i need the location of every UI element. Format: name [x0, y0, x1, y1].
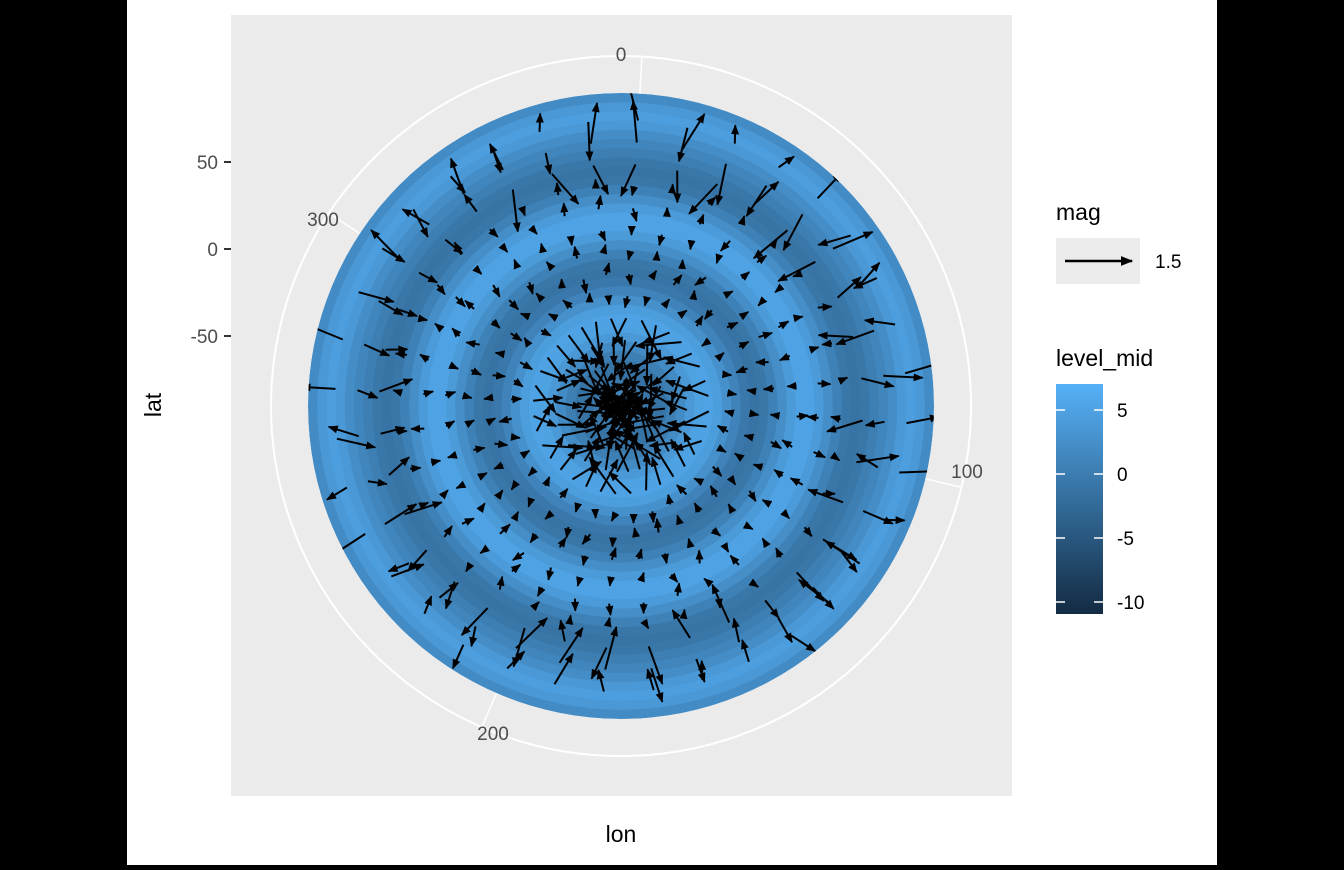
- vector-arrow: [764, 388, 774, 389]
- lon-tick-0: 0: [616, 45, 627, 66]
- vector-arrow: [684, 610, 685, 617]
- vector-arrow: [730, 393, 736, 394]
- x-axis-title: lon: [606, 821, 637, 847]
- vector-arrow: [694, 291, 695, 296]
- vector-arrow: [493, 375, 506, 376]
- vector-arrow: [540, 114, 541, 132]
- lat-tick-0: 0: [207, 240, 218, 261]
- vector-arrow: [797, 416, 808, 417]
- vector-arrow: [808, 417, 819, 418]
- vector-arrow: [745, 436, 750, 437]
- legend-level-mid: level_mid 5 0 -5 -10: [1056, 345, 1153, 614]
- legend-fill-m10: -10: [1117, 593, 1144, 614]
- legend-colorbar: [1056, 384, 1103, 614]
- vector-arrow: [747, 390, 752, 391]
- vector-arrow: [699, 551, 700, 564]
- legend-fill-title: level_mid: [1056, 345, 1153, 371]
- vector-arrow: [564, 203, 565, 216]
- vector-arrow: [651, 374, 652, 418]
- vector-arrow: [576, 507, 577, 512]
- lat-axis: 50 0 -50: [191, 153, 231, 348]
- legend-mag-title: mag: [1056, 199, 1101, 225]
- vector-arrow: [689, 539, 690, 544]
- contour-fill: [308, 93, 934, 719]
- legend-mag-value: 1.5: [1155, 252, 1181, 273]
- vector-arrow: [386, 349, 408, 350]
- vector-arrow: [571, 237, 572, 245]
- vector-arrow: [818, 383, 831, 384]
- vector-arrow: [448, 456, 452, 457]
- vector-arrow: [612, 538, 613, 547]
- vector-arrow: [726, 375, 731, 376]
- legend-fill-5: 5: [1117, 401, 1128, 422]
- vector-arrow: [883, 520, 904, 521]
- vector-arrow: [570, 615, 571, 620]
- vector-arrow: [672, 184, 673, 192]
- vector-arrow: [610, 582, 611, 586]
- vector-arrow: [771, 415, 775, 416]
- vector-arrow: [717, 259, 718, 263]
- vector-arrow: [541, 244, 542, 249]
- legend-fill-0: 0: [1117, 465, 1128, 486]
- lon-tick-100: 100: [951, 462, 983, 483]
- vector-arrow: [652, 511, 653, 522]
- vector-arrow: [798, 317, 803, 318]
- vector-arrow: [702, 661, 703, 680]
- vector-arrow: [614, 340, 615, 364]
- y-axis-title: lat: [140, 392, 166, 417]
- legend-mag: mag 1.5: [1056, 199, 1181, 284]
- vector-arrow: [646, 453, 647, 491]
- vector-arrow: [818, 307, 832, 308]
- vector-arrow: [511, 399, 521, 400]
- vector-arrow: [735, 125, 736, 143]
- vector-arrow: [396, 354, 407, 355]
- vector-arrow: [467, 397, 471, 398]
- legend-fill-m5: -5: [1117, 529, 1134, 550]
- vector-arrow: [690, 245, 691, 250]
- vector-arrow: [557, 183, 558, 195]
- vector-arrow: [516, 437, 520, 438]
- vector-arrow: [608, 297, 609, 305]
- vector-arrow: [410, 468, 420, 469]
- plot-canvas: 0 100 200 300 50 0 -50 lon lat mag 1.5 l…: [127, 0, 1217, 865]
- vector-arrow: [496, 353, 500, 354]
- lon-tick-300: 300: [307, 210, 339, 231]
- vector-arrow: [787, 386, 795, 387]
- vector-arrow: [484, 398, 489, 399]
- lon-tick-200: 200: [477, 724, 509, 745]
- lat-tick-50: 50: [197, 153, 218, 174]
- vector-arrow: [822, 343, 832, 344]
- vector-arrow: [753, 414, 759, 415]
- polar-chart: 0 100 200 300 50 0 -50 lon lat mag 1.5 l…: [127, 0, 1217, 865]
- lat-tick-m50: -50: [191, 327, 218, 348]
- vector-arrow: [647, 345, 648, 385]
